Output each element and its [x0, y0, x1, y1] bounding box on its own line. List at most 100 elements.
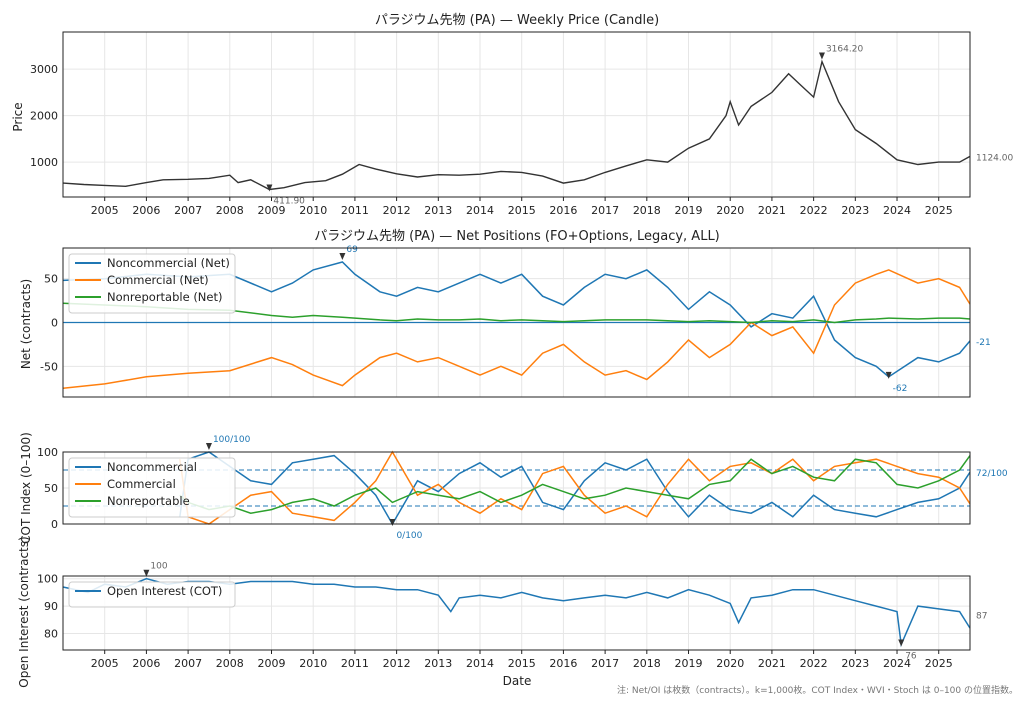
oi-ytick-label: 90 — [44, 600, 58, 613]
oi-xtick-label: 2011 — [341, 657, 369, 670]
net-ytick-label: 0 — [51, 317, 58, 330]
cot-min-label: 0/100 — [396, 531, 422, 541]
cot-min-marker — [389, 519, 396, 526]
net-series-line — [62, 261, 971, 378]
cot-max-marker — [205, 443, 212, 450]
oi-max-marker — [143, 569, 150, 577]
grid-layer — [63, 32, 970, 650]
legend-layer: Noncommercial (Net) Commercial (Net) Nonre… — [68, 253, 236, 608]
oi-xtick-label: 2014 — [466, 657, 494, 670]
oi-ylabel: Open Interest (contracts) — [17, 536, 31, 687]
price-xtick-label: 2015 — [508, 204, 536, 217]
net-title: パラジウム先物 (PA) — Net Positions (FO+Options… — [314, 229, 720, 244]
cot-legend-label: Nonreportable — [107, 494, 190, 508]
net-legend-box — [68, 253, 236, 314]
price-xtick-label: 2018 — [633, 204, 661, 217]
price-line — [62, 59, 971, 191]
cot-ylabel: COT Index (0–100) — [19, 432, 33, 544]
oi-xtick-label: 2021 — [758, 657, 786, 670]
oi-xtick-label: 2015 — [508, 657, 536, 670]
price-xtick-label: 2016 — [549, 204, 577, 217]
net-last-label: -21 — [976, 338, 991, 348]
oi-xtick-label: 2008 — [216, 657, 244, 670]
oi-xtick-label: 2009 — [258, 657, 286, 670]
price-xtick-label: 2024 — [883, 204, 911, 217]
oi-xtick-label: 2010 — [299, 657, 327, 670]
cot-last-label: 72/100 — [976, 469, 1008, 479]
price-xtick-label: 2012 — [383, 204, 411, 217]
net-min-marker — [885, 371, 892, 379]
net-ylabel: Net (contracts) — [19, 279, 33, 369]
data-layer — [62, 52, 971, 648]
oi-xtick-label: 2005 — [91, 657, 119, 670]
oi-frame — [62, 575, 971, 651]
x-axis-label: Date — [503, 674, 532, 688]
oi-min-label: 76 — [905, 652, 917, 662]
net-ytick-label: 50 — [44, 273, 58, 286]
price-min-label: 411.90 — [273, 196, 305, 206]
price-xtick-label: 2025 — [925, 204, 953, 217]
price-xtick-label: 2006 — [132, 204, 160, 217]
cot-series-line — [179, 450, 971, 525]
cot-legend-box — [68, 457, 236, 518]
price-xtick-label: 2007 — [174, 204, 202, 217]
price-xtick-label: 2020 — [716, 204, 744, 217]
cot-legend-label: Noncommercial — [107, 460, 197, 474]
price-last-label: 1124.00 — [976, 153, 1013, 163]
oi-ytick-label: 80 — [44, 628, 58, 641]
price-ytick-label: 1000 — [30, 156, 58, 169]
cot-frame — [62, 451, 971, 525]
oi-xtick-label: 2007 — [174, 657, 202, 670]
oi-max-label: 100 — [150, 562, 167, 572]
price-xtick-label: 2013 — [424, 204, 452, 217]
net-series-line — [62, 302, 971, 324]
net-legend-label: Commercial (Net) — [107, 273, 209, 287]
cot-ytick-label: 0 — [51, 518, 58, 531]
oi-xtick-label: 2022 — [800, 657, 828, 670]
oi-xtick-label: 2020 — [716, 657, 744, 670]
net-series-line — [62, 269, 971, 389]
net-min-label: -62 — [893, 384, 908, 394]
price-ylabel: Price — [11, 102, 25, 131]
price-xtick-label: 2021 — [758, 204, 786, 217]
oi-last-label: 87 — [976, 611, 987, 621]
text-layer: パラジウム先物 (PA) — Weekly Price (Candle) パラジ… — [11, 13, 1018, 696]
oi-xtick-label: 2006 — [132, 657, 160, 670]
oi-xtick-label: 2012 — [383, 657, 411, 670]
net-ytick-label: -50 — [40, 360, 58, 373]
oi-xtick-label: 2018 — [633, 657, 661, 670]
footnote: 注: Net/OI は枚数（contracts）。k=1,000枚。COT In… — [617, 684, 1018, 696]
price-xtick-label: 2022 — [800, 204, 828, 217]
oi-xtick-label: 2017 — [591, 657, 619, 670]
price-min-marker — [266, 184, 273, 192]
net-frame — [62, 247, 971, 398]
oi-min-marker — [898, 639, 905, 647]
cot-ytick-label: 100 — [37, 446, 58, 459]
oi-xtick-label: 2013 — [424, 657, 452, 670]
cot-ytick-label: 50 — [44, 482, 58, 495]
net-legend-label: Nonreportable (Net) — [107, 290, 222, 304]
oi-xtick-label: 2016 — [549, 657, 577, 670]
price-xtick-label: 2019 — [675, 204, 703, 217]
net-max-label: 69 — [346, 245, 358, 255]
oi-xtick-label: 2019 — [675, 657, 703, 670]
net-legend-label: Noncommercial (Net) — [107, 256, 230, 270]
price-xtick-label: 2014 — [466, 204, 494, 217]
price-max-marker — [818, 52, 825, 60]
price-xtick-label: 2011 — [341, 204, 369, 217]
oi-xtick-label: 2024 — [883, 657, 911, 670]
oi-xtick-label: 2023 — [841, 657, 869, 670]
oi-legend-box — [68, 581, 236, 608]
price-xtick-label: 2008 — [216, 204, 244, 217]
price-xtick-label: 2017 — [591, 204, 619, 217]
price-max-label: 3164.20 — [826, 45, 863, 55]
cot-max-label: 100/100 — [213, 435, 251, 445]
oi-ytick-label: 100 — [37, 573, 58, 586]
price-xtick-label: 2005 — [91, 204, 119, 217]
price-title: パラジウム先物 (PA) — Weekly Price (Candle) — [375, 13, 659, 28]
price-ytick-label: 3000 — [30, 63, 58, 76]
price-ytick-label: 2000 — [30, 110, 58, 123]
